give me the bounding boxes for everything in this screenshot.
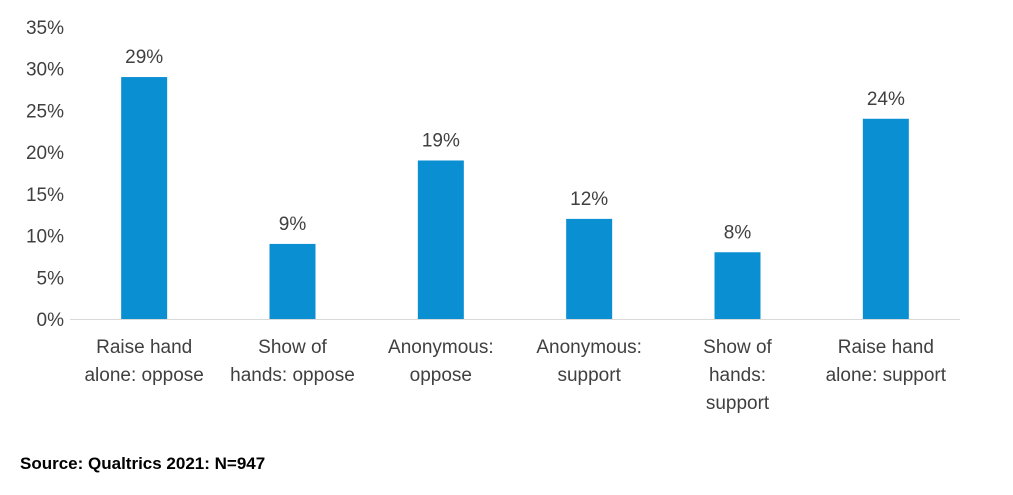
x-category-label: Show of hands: oppose — [230, 337, 355, 386]
bar — [714, 252, 761, 319]
bar-value-label: 12% — [570, 189, 608, 210]
x-category-label: Raise hand alone: oppose — [84, 337, 203, 386]
bar-value-label: 9% — [279, 214, 307, 235]
bar — [269, 243, 316, 319]
source-note: Source: Qualtrics 2021: N=947 — [20, 454, 266, 473]
y-axis: 0% 5% 10% 15% 20% 25% 30% 35% — [26, 18, 64, 331]
x-category-label: Raise hand alone: support — [826, 337, 947, 386]
y-tick-label: 0% — [37, 310, 65, 331]
bar-value-label: 24% — [867, 89, 905, 110]
y-tick-label: 10% — [26, 227, 64, 248]
bar-chart: 0%5%10%15%20%25%30%35% 29%9%19%12%8%24% … — [26, 18, 960, 414]
y-tick-label: 15% — [26, 185, 64, 206]
bar — [566, 218, 613, 319]
bars: 29% 9% 19% 12% 8% 24% — [121, 47, 909, 320]
bar — [862, 118, 909, 320]
y-tick-label: 5% — [37, 268, 65, 289]
bar — [121, 77, 168, 319]
y-tick-label: 35% — [26, 18, 64, 39]
x-axis: Raise hand alone: oppose Show of hands: opp… — [84, 337, 946, 414]
y-tick-label: 30% — [26, 60, 64, 81]
bar-value-label: 29% — [125, 47, 163, 68]
bar — [417, 160, 464, 319]
x-category-label: Anonymous: oppose — [388, 337, 494, 386]
bar-value-label: 19% — [422, 130, 460, 151]
bar-value-label: 8% — [724, 222, 752, 243]
x-category-label: Show of hands: support — [703, 337, 772, 414]
y-tick-label: 25% — [26, 101, 64, 122]
x-category-label: Anonymous: support — [536, 337, 642, 386]
y-tick-label: 20% — [26, 143, 64, 164]
